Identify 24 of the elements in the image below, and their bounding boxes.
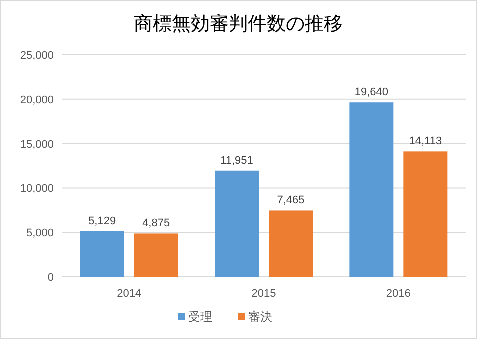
bar	[269, 210, 313, 277]
bar	[134, 234, 178, 277]
data-label: 4,875	[142, 218, 170, 230]
data-label: 5,129	[88, 215, 116, 228]
chart-title: 商標無効審判件数の推移	[134, 13, 343, 35]
bar	[350, 102, 394, 277]
legend-label: 審決	[248, 310, 272, 324]
data-label: 7,465	[277, 194, 305, 207]
legend-label: 受理	[188, 310, 212, 324]
bar	[404, 152, 448, 277]
y-tick-label: 15,000	[20, 138, 54, 151]
bar	[215, 170, 259, 277]
y-tick-label: 10,000	[20, 183, 54, 196]
y-tick-label: 5,000	[26, 228, 54, 240]
y-tick-label: 25,000	[20, 50, 54, 62]
bar	[80, 231, 124, 277]
data-label: 11,951	[220, 154, 254, 167]
x-tick-label: 2014	[117, 288, 142, 300]
data-label: 14,113	[409, 136, 442, 148]
x-tick-label: 2016	[386, 288, 411, 300]
x-tick-label: 2015	[252, 288, 276, 300]
y-tick-label: 20,000	[20, 94, 54, 106]
data-label: 19,640	[354, 86, 388, 99]
y-tick-label: 0	[48, 272, 54, 284]
